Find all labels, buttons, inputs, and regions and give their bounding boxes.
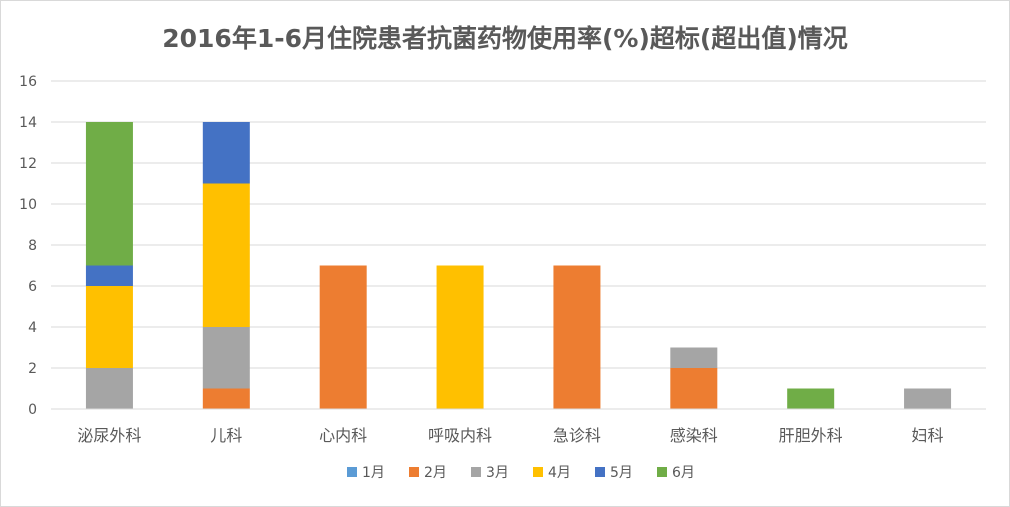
bar-segment (202, 122, 250, 184)
legend-swatch (595, 467, 605, 477)
y-tick-label: 16 (19, 74, 37, 90)
legend-label: 1月 (362, 465, 385, 481)
legend-swatch (347, 467, 357, 477)
legend-swatch (533, 467, 543, 477)
x-category-label: 急诊科 (553, 426, 601, 445)
bar-segment (319, 265, 367, 409)
bar-segment (670, 368, 718, 409)
x-category-label: 妇科 (912, 426, 944, 445)
y-tick-label: 14 (19, 115, 37, 131)
bar-segment (904, 388, 952, 409)
x-axis-labels: 泌尿外科 儿科 心内科 呼吸内科 急诊科 感染科 肝胆外科 妇科 (77, 426, 943, 445)
grid-layer (51, 80, 986, 369)
x-category-label: 泌尿外科 (77, 426, 141, 445)
legend-label: 4月 (548, 465, 571, 481)
bars-layer (85, 122, 952, 409)
legend: 1月 2月 3月 4月 5月 6月 (347, 465, 695, 481)
bar-segment (670, 347, 718, 368)
bar-segment (85, 286, 133, 368)
legend-label: 2月 (424, 465, 447, 481)
legend-label: 3月 (486, 465, 509, 481)
y-tick-label: 4 (28, 320, 37, 336)
bar-segment (202, 327, 250, 389)
legend-label: 5月 (610, 465, 633, 481)
x-category-label: 感染科 (670, 426, 718, 445)
x-category-label: 呼吸内科 (428, 426, 492, 445)
y-tick-label: 10 (19, 197, 37, 213)
bar-segment (85, 265, 133, 286)
x-category-label: 儿科 (210, 426, 242, 445)
chart-title: 2016年1-6月住院患者抗菌药物使用率(%)超标(超出值)情况 (162, 24, 848, 53)
legend-label: 6月 (672, 465, 695, 481)
legend-swatch (409, 467, 419, 477)
bar-segment (202, 183, 250, 327)
bar-segment (85, 122, 133, 266)
y-tick-label: 12 (19, 156, 37, 172)
x-category-label: 心内科 (319, 426, 367, 445)
y-axis-ticks: 0 2 4 6 8 10 12 14 16 (19, 74, 37, 418)
bar-segment (202, 388, 250, 409)
y-tick-label: 6 (28, 279, 37, 295)
y-tick-label: 8 (28, 238, 37, 254)
x-category-label: 肝胆外科 (779, 426, 843, 445)
bar-segment (85, 368, 133, 409)
bar-segment (553, 265, 601, 409)
y-tick-label: 0 (28, 402, 37, 418)
legend-swatch (657, 467, 667, 477)
bar-segment (787, 388, 835, 409)
bar-segment (436, 265, 484, 409)
legend-swatch (471, 467, 481, 477)
y-tick-label: 2 (28, 361, 37, 377)
